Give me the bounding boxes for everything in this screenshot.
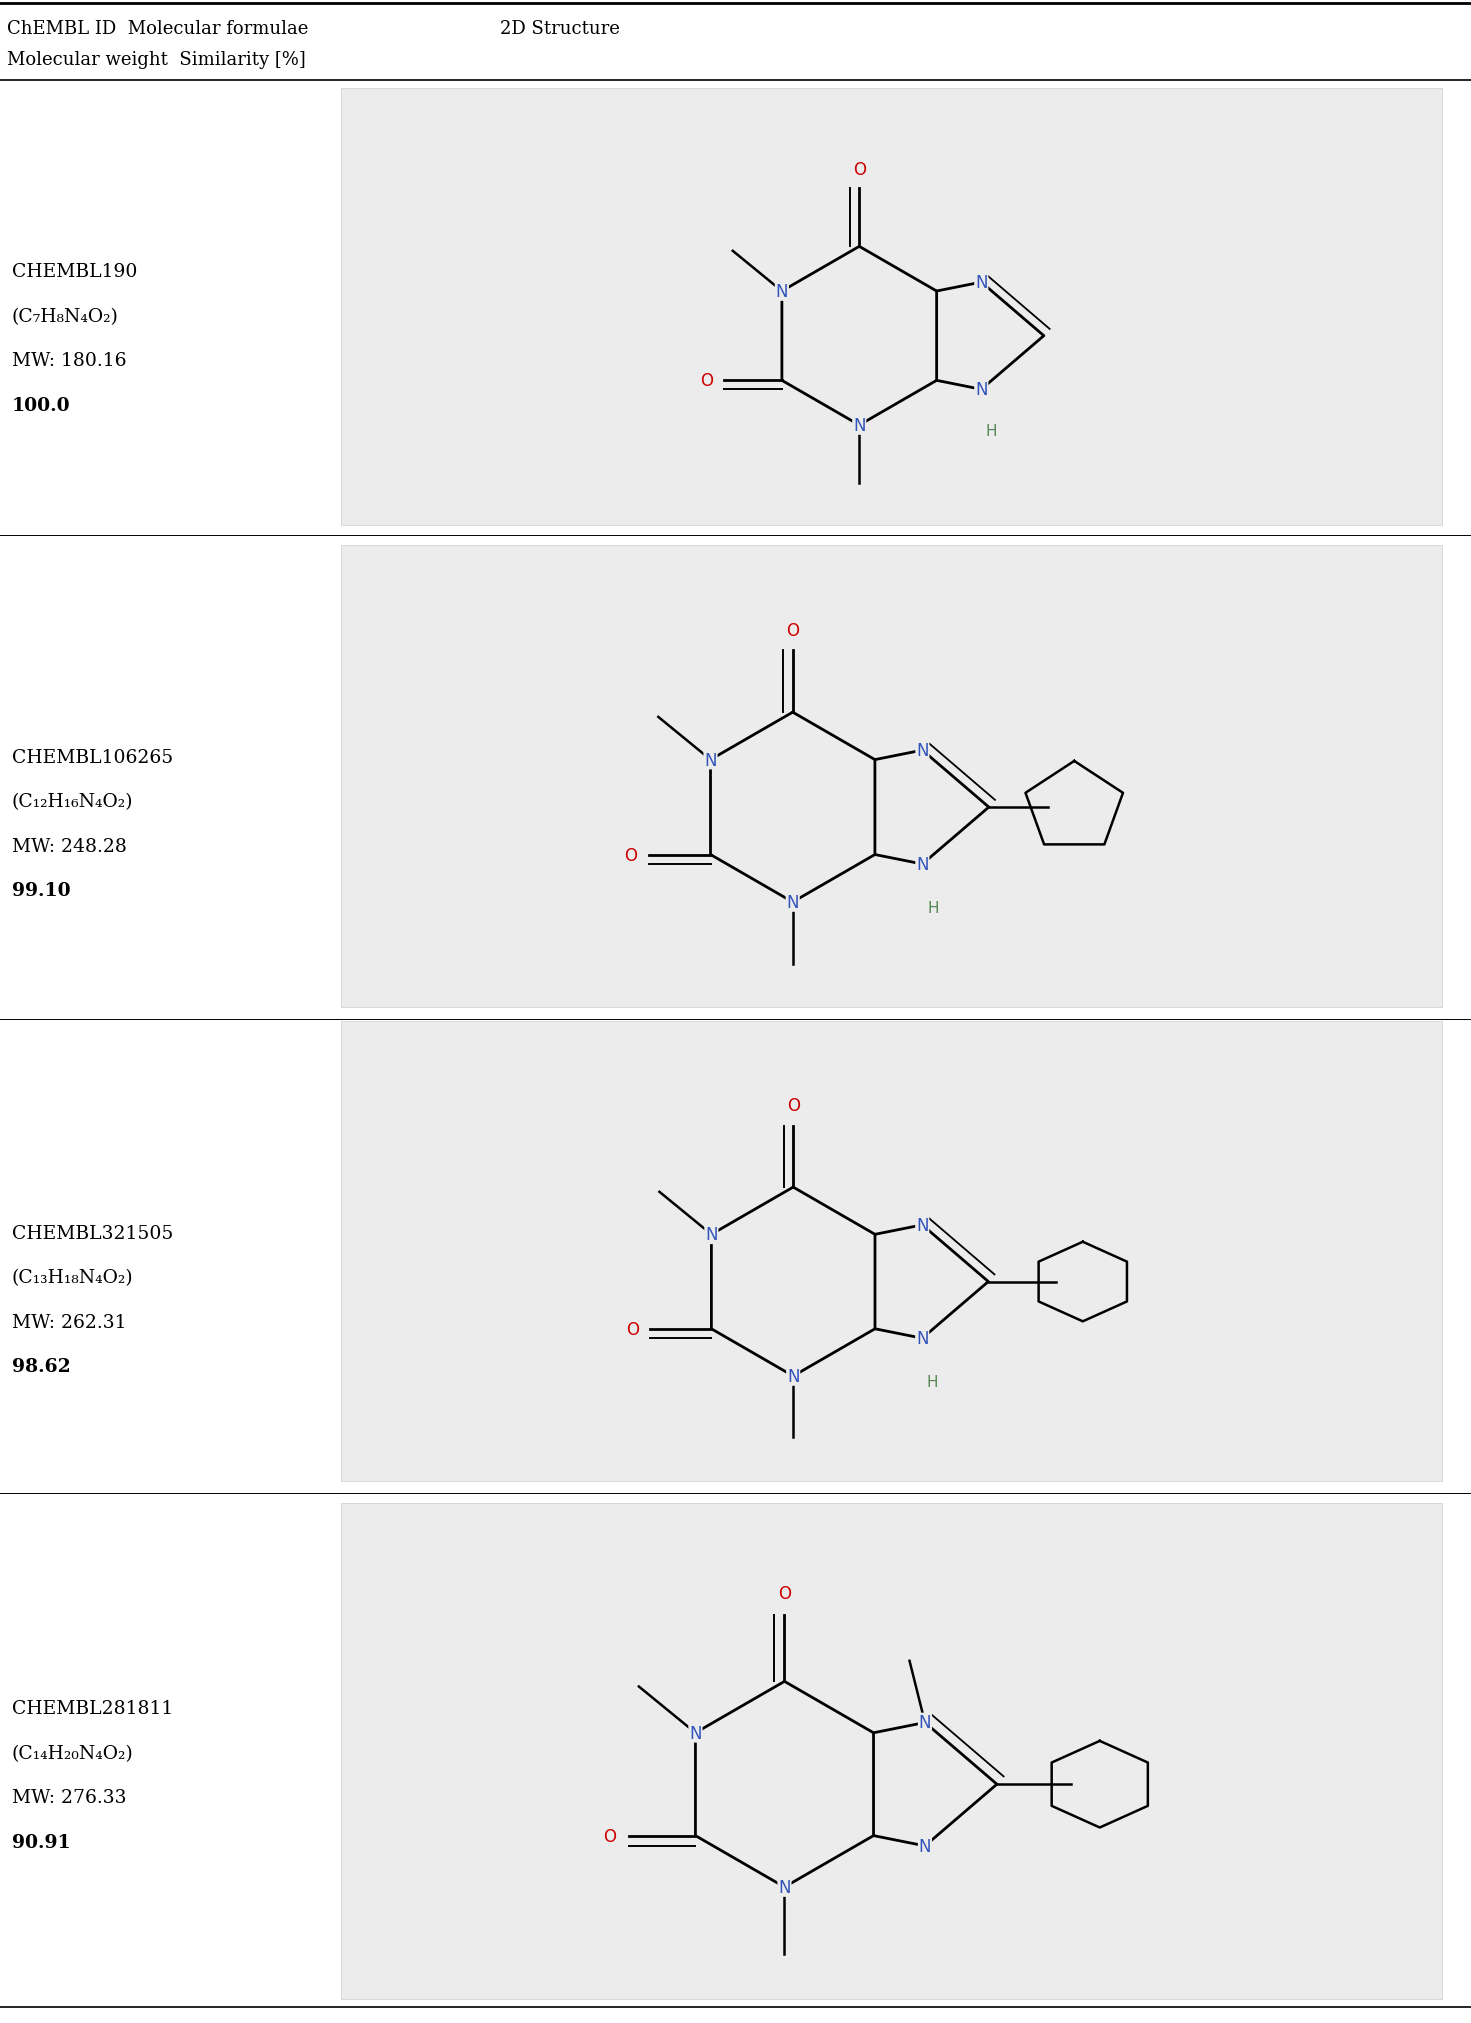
Text: N: N bbox=[775, 283, 788, 301]
Text: O: O bbox=[778, 1584, 791, 1602]
Text: H: H bbox=[986, 425, 997, 439]
Text: N: N bbox=[975, 380, 987, 399]
Text: O: O bbox=[603, 1827, 616, 1845]
Text: 98.62: 98.62 bbox=[12, 1357, 71, 1376]
Text: N: N bbox=[916, 1329, 928, 1347]
FancyBboxPatch shape bbox=[341, 1503, 1442, 1999]
Text: H: H bbox=[927, 900, 938, 916]
Text: CHEMBL190: CHEMBL190 bbox=[12, 263, 137, 281]
Text: N: N bbox=[705, 751, 716, 769]
Text: N: N bbox=[975, 273, 987, 291]
Text: MW: 276.33: MW: 276.33 bbox=[12, 1788, 127, 1807]
Text: ChEMBL ID  Molecular formulae: ChEMBL ID Molecular formulae bbox=[7, 20, 309, 38]
Text: MW: 180.16: MW: 180.16 bbox=[12, 352, 127, 370]
Text: MW: 262.31: MW: 262.31 bbox=[12, 1313, 127, 1331]
Text: N: N bbox=[919, 1837, 931, 1855]
Text: 100.0: 100.0 bbox=[12, 397, 71, 415]
Text: CHEMBL321505: CHEMBL321505 bbox=[12, 1224, 174, 1242]
Text: O: O bbox=[700, 372, 713, 390]
Text: N: N bbox=[778, 1877, 791, 1896]
Text: N: N bbox=[853, 417, 865, 435]
Text: N: N bbox=[916, 856, 928, 874]
Text: O: O bbox=[786, 621, 799, 639]
FancyBboxPatch shape bbox=[341, 546, 1442, 1007]
Text: N: N bbox=[919, 1713, 931, 1732]
Text: N: N bbox=[916, 742, 928, 761]
Text: (C₇H₈N₄O₂): (C₇H₈N₄O₂) bbox=[12, 307, 119, 326]
Text: H: H bbox=[927, 1374, 938, 1390]
FancyBboxPatch shape bbox=[341, 1022, 1442, 1481]
Text: CHEMBL106265: CHEMBL106265 bbox=[12, 749, 174, 767]
Text: (C₁₄H₂₀N₄O₂): (C₁₄H₂₀N₄O₂) bbox=[12, 1744, 134, 1762]
Text: N: N bbox=[787, 894, 799, 912]
Text: N: N bbox=[690, 1724, 702, 1742]
Text: O: O bbox=[787, 1096, 800, 1115]
Text: 90.91: 90.91 bbox=[12, 1833, 71, 1851]
Text: N: N bbox=[787, 1368, 799, 1386]
Text: N: N bbox=[916, 1216, 928, 1234]
Text: Molecular weight  Similarity [%]: Molecular weight Similarity [%] bbox=[7, 51, 306, 69]
Text: O: O bbox=[853, 160, 866, 178]
Text: N: N bbox=[705, 1226, 718, 1244]
Text: CHEMBL281811: CHEMBL281811 bbox=[12, 1699, 174, 1718]
Text: 2D Structure: 2D Structure bbox=[500, 20, 619, 38]
Text: O: O bbox=[625, 1321, 638, 1337]
Text: (C₁₂H₁₆N₄O₂): (C₁₂H₁₆N₄O₂) bbox=[12, 793, 134, 811]
Text: (C₁₃H₁₈N₄O₂): (C₁₃H₁₈N₄O₂) bbox=[12, 1268, 134, 1287]
Text: MW: 248.28: MW: 248.28 bbox=[12, 838, 127, 856]
Text: 99.10: 99.10 bbox=[12, 882, 71, 900]
Text: O: O bbox=[624, 846, 637, 864]
FancyBboxPatch shape bbox=[341, 89, 1442, 526]
